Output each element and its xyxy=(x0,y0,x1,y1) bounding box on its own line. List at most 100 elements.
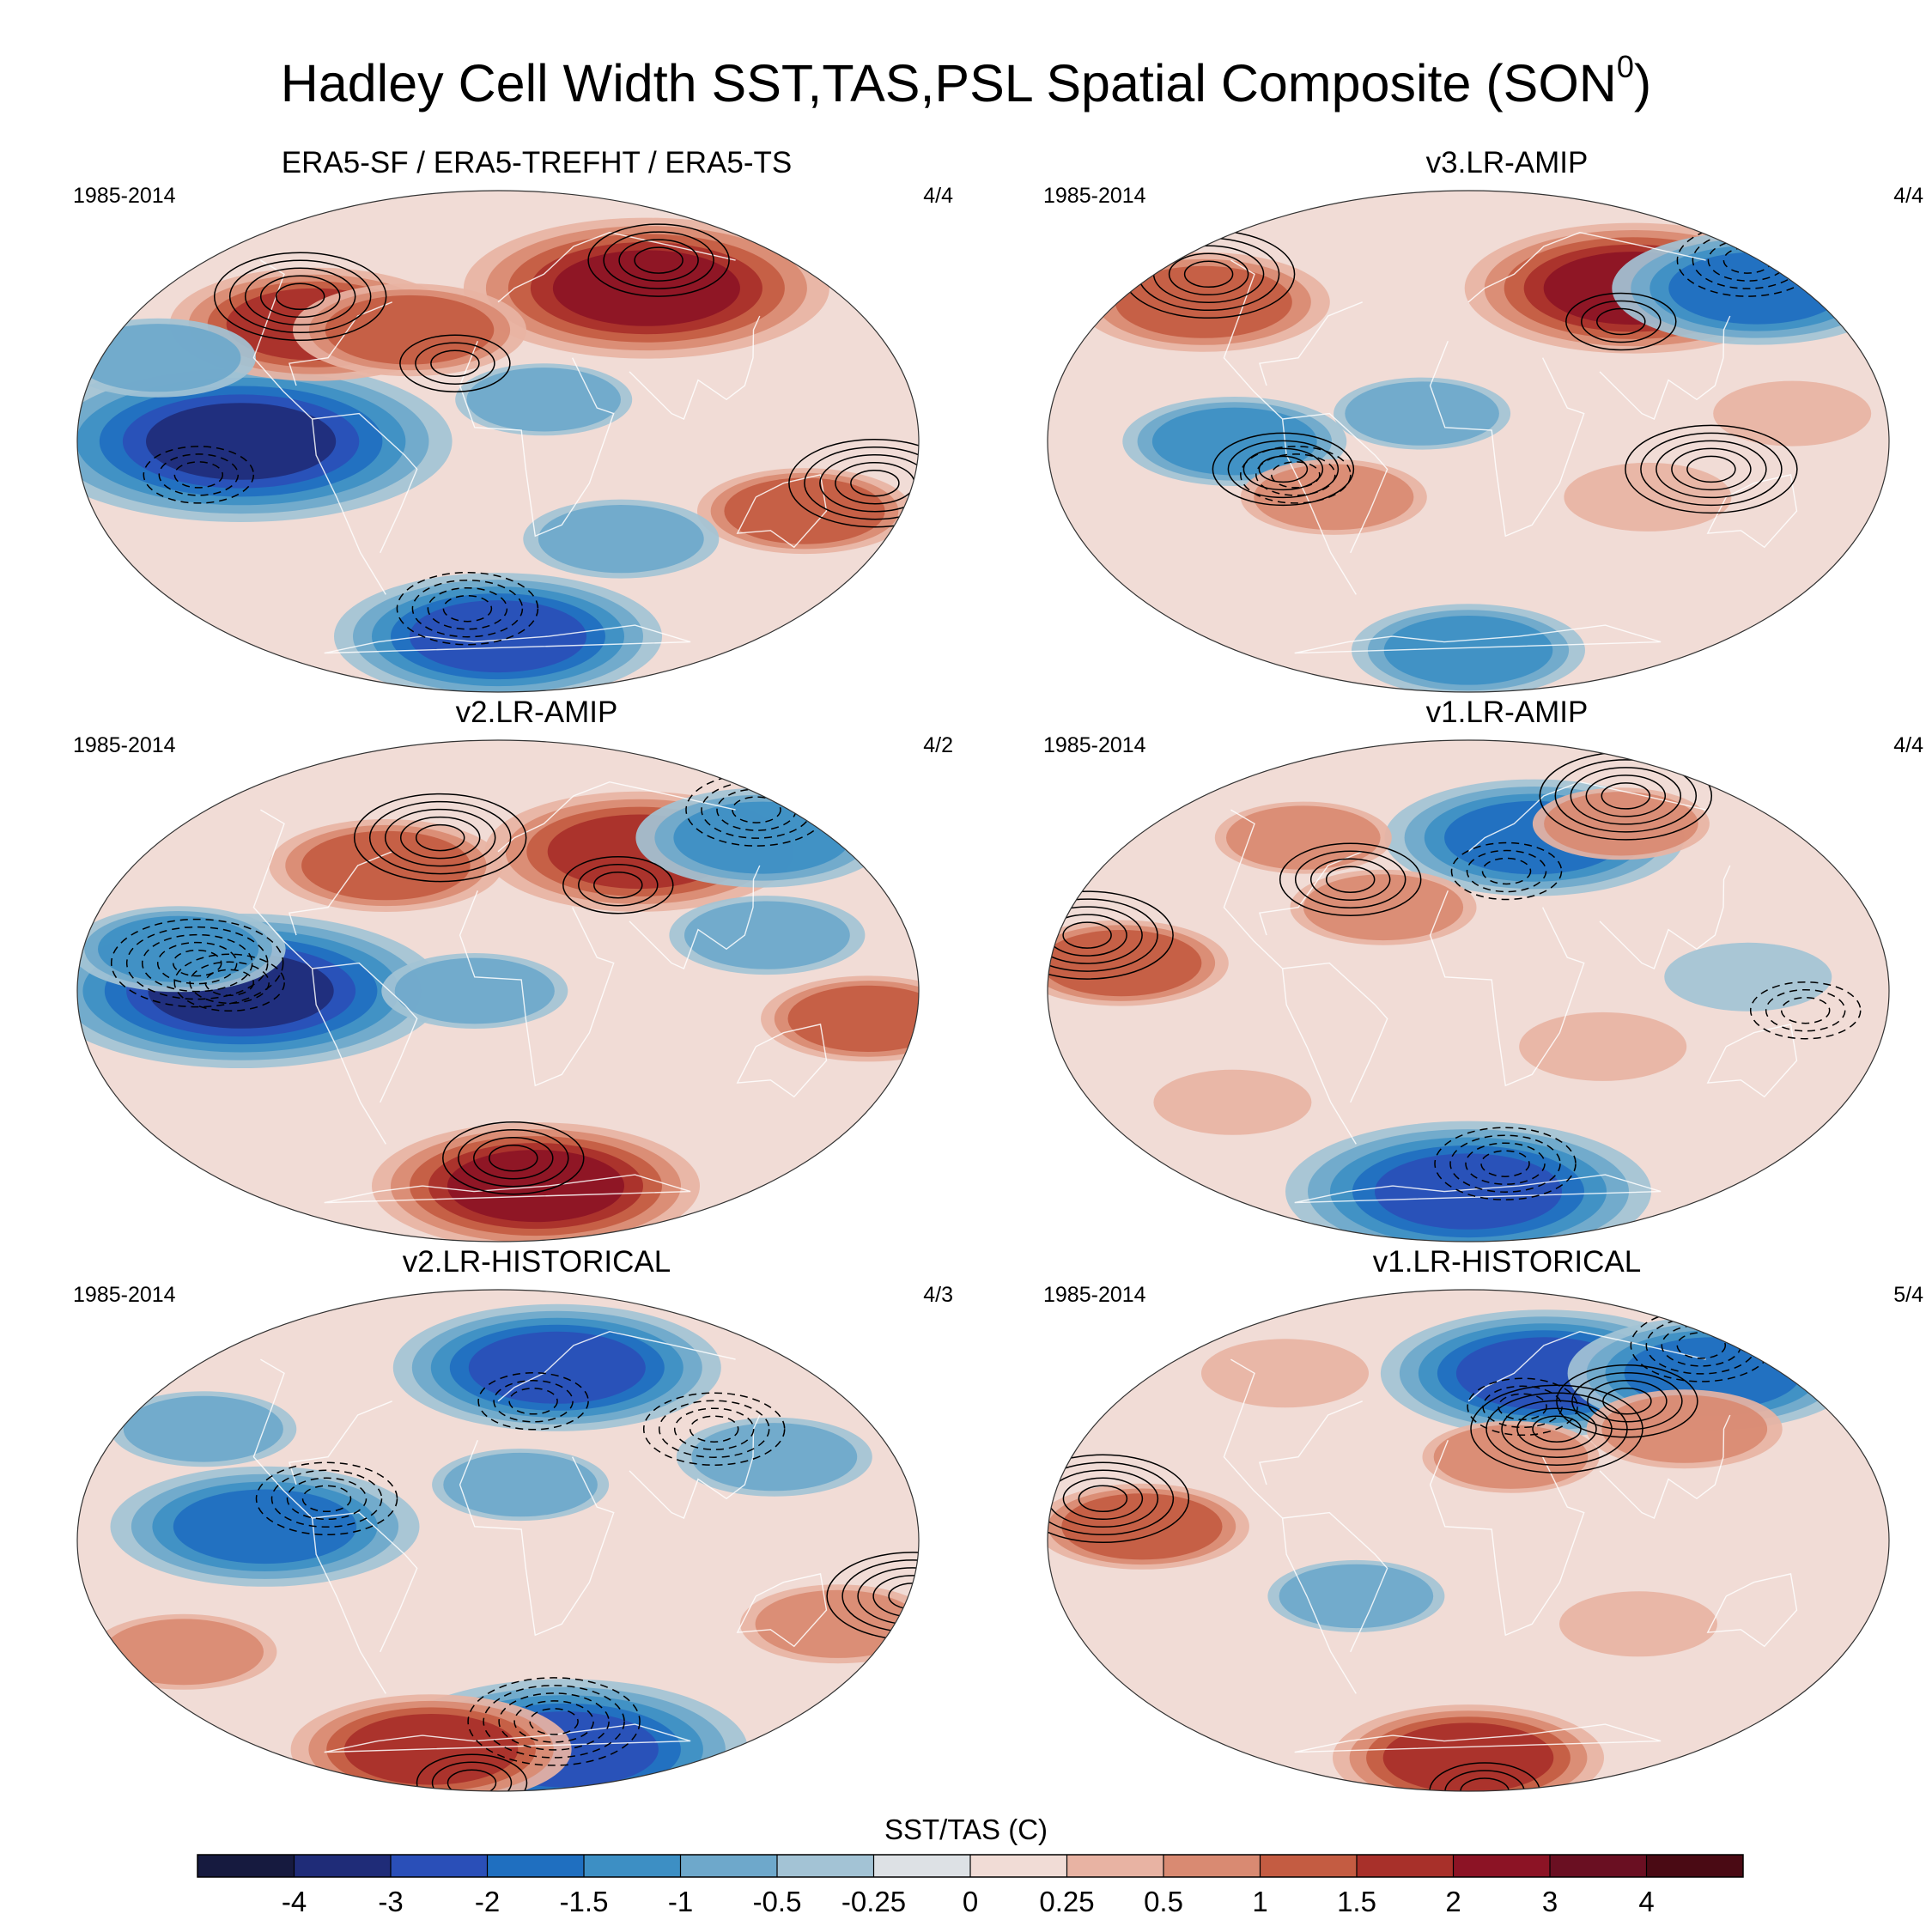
colorbar-swatch xyxy=(1646,1855,1744,1877)
psl-contour xyxy=(1168,252,1249,296)
anomaly-blob xyxy=(673,801,851,874)
psl-contour xyxy=(259,275,341,319)
psl-contour xyxy=(1501,1400,1613,1458)
psl-contour xyxy=(399,334,511,392)
map-outline xyxy=(76,1289,920,1792)
colorbar-swatch xyxy=(1453,1855,1551,1877)
colorbar-tick-label: 2 xyxy=(1445,1886,1461,1917)
psl-contour xyxy=(1585,775,1667,817)
psl-contour xyxy=(529,1708,579,1735)
coastline xyxy=(288,1400,392,1485)
psl-contour xyxy=(1516,1407,1597,1450)
colorbar-title: SST/TAS (C) xyxy=(884,1814,1048,1845)
map-outline xyxy=(76,739,920,1242)
anomaly-blob xyxy=(146,403,337,480)
psl-contour xyxy=(788,438,919,528)
psl-contour xyxy=(1429,1762,1540,1791)
psl-contour xyxy=(228,259,372,334)
coastline xyxy=(1223,259,1357,595)
coastline xyxy=(736,1573,828,1648)
psl-contour xyxy=(508,1388,558,1415)
psl-contour xyxy=(213,252,387,342)
psl-contour xyxy=(1212,432,1355,507)
coastline xyxy=(324,1723,691,1753)
coastline xyxy=(1258,851,1363,936)
colorbar-swatch xyxy=(680,1855,778,1877)
anomaly-blob xyxy=(1061,1493,1223,1560)
coastline xyxy=(1294,1174,1662,1204)
coastline xyxy=(312,412,418,554)
psl-contour xyxy=(204,969,254,997)
coastline xyxy=(1599,1414,1731,1519)
anomaly-blob xyxy=(724,477,885,544)
psl-contour xyxy=(396,571,539,646)
coastline xyxy=(459,340,615,538)
psl-contour xyxy=(562,855,674,914)
coastline xyxy=(497,1330,736,1402)
coastline xyxy=(736,1024,828,1098)
psl-contour xyxy=(368,800,512,875)
coastline xyxy=(1706,1573,1798,1648)
colorbar-tick-label: 3 xyxy=(1542,1886,1558,1917)
anomaly-blob xyxy=(1153,1069,1312,1135)
psl-contour xyxy=(173,461,224,489)
psl-contour xyxy=(1601,782,1651,810)
psl-contour xyxy=(1498,1393,1547,1421)
psl-contour xyxy=(399,816,481,860)
coastline xyxy=(288,851,392,936)
anomaly-blob xyxy=(443,1452,598,1517)
map-outline xyxy=(76,190,920,693)
anomaly-blob xyxy=(468,1331,646,1404)
psl-contour xyxy=(578,863,659,907)
coastline xyxy=(1467,1330,1706,1402)
colorbar-tick-label: -0.25 xyxy=(841,1886,906,1917)
psl-contour xyxy=(301,1485,352,1513)
map-v2-lr-historical xyxy=(76,1289,920,1792)
psl-contour xyxy=(1062,921,1112,949)
coastline xyxy=(252,1358,386,1694)
map-panel-v2-lr-amip: v2.LR-AMIP 1985-2014 4/2 xyxy=(52,696,1022,1245)
psl-contour xyxy=(1450,841,1563,901)
anomaly-blob xyxy=(1226,805,1381,870)
psl-contour xyxy=(473,1136,554,1180)
panel-period: 1985-2014 xyxy=(1043,184,1146,208)
anomaly-blob xyxy=(1713,380,1872,447)
map-outline xyxy=(1047,739,1890,1242)
anomaly-blob xyxy=(691,1423,858,1492)
figure-title-superscript: 0 xyxy=(1616,49,1634,84)
psl-contour xyxy=(1309,858,1391,901)
psl-contour xyxy=(1258,455,1309,483)
map-outline xyxy=(1047,1289,1890,1792)
panel-title: ERA5-SF / ERA5-TREFHT / ERA5-TS xyxy=(281,146,793,179)
anomaly-blob xyxy=(538,505,704,574)
psl-contour xyxy=(430,349,480,377)
psl-contour xyxy=(593,871,643,899)
colorbar-tick-label: -4 xyxy=(282,1886,307,1917)
map-v1-lr-amip xyxy=(1047,739,1890,1242)
psl-contour xyxy=(110,918,284,1008)
psl-contour xyxy=(172,949,222,977)
anomaly-blob xyxy=(447,1150,624,1223)
psl-contour xyxy=(173,953,285,1012)
colorbar-tick-label: -2 xyxy=(475,1886,500,1917)
psl-contours xyxy=(1048,751,1862,1200)
coastline xyxy=(629,1414,761,1519)
coastline xyxy=(324,1174,691,1204)
map-panel-v1-lr-amip: v1.LR-AMIP 1985-2014 4/4 xyxy=(1022,696,1932,1245)
psl-contour xyxy=(1279,842,1422,916)
coastlines xyxy=(252,231,828,654)
psl-contours xyxy=(110,773,828,1195)
colorbar-tick-label: 0.5 xyxy=(1144,1886,1183,1917)
map-panel-v1-lr-historical: v1.LR-HISTORICAL 1985-2014 5/4 xyxy=(1022,1245,1932,1795)
psl-contour xyxy=(1481,857,1532,885)
anomaly-blob xyxy=(1664,942,1832,1012)
map-panel-v3-lr-amip: v3.LR-AMIP 1985-2014 4/4 xyxy=(1022,146,1932,696)
psl-contour xyxy=(489,1144,538,1172)
coastline xyxy=(1429,340,1585,538)
psl-contour xyxy=(1078,1485,1128,1513)
psl-contour xyxy=(513,1700,594,1743)
psl-contour xyxy=(1048,898,1158,972)
psl-contour xyxy=(1625,424,1798,514)
psl-contour xyxy=(1467,1377,1578,1437)
colorbar-swatch xyxy=(487,1855,585,1877)
